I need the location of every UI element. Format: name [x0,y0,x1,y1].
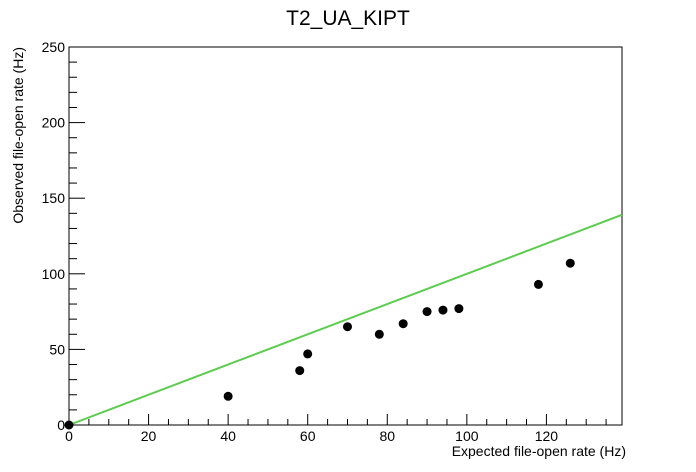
data-point [398,319,408,329]
data-point [64,420,74,430]
data-point [533,279,543,289]
data-point [342,322,352,332]
axis-ticks [68,46,607,426]
x-tick-label: 20 [141,428,157,444]
y-axis-label: Observed file-open rate (Hz) [10,47,26,224]
y-tick-label: 0 [57,417,65,433]
data-point [438,305,448,315]
y-tick-label: 250 [42,39,66,55]
data-point [422,307,432,317]
chart-title: T2_UA_KIPT [286,7,410,30]
x-tick-label: 120 [535,428,559,444]
reference-lines [68,213,623,426]
data-point [374,329,384,339]
y-tick-label: 100 [42,266,66,282]
x-tick-label: 0 [65,428,73,444]
y-tick-label: 50 [49,341,65,357]
x-tick-label: 40 [220,428,236,444]
x-tick-label: 100 [455,428,479,444]
data-points [64,258,575,430]
plot-frame [68,46,623,426]
x-tick-label: 80 [379,428,395,444]
reference-line [68,213,623,426]
data-point [295,366,305,376]
x-tick-label: 60 [300,428,316,444]
x-axis-label: Expected file-open rate (Hz) [452,443,626,459]
y-tick-label: 200 [42,115,66,131]
axis-tick-labels: 0 20 40 60 80 100 120 0 50 100 150 200 250 [42,39,559,444]
data-point [454,304,464,314]
data-point [303,349,313,359]
data-point [223,391,233,401]
y-tick-label: 150 [42,190,66,206]
data-point [565,258,575,268]
